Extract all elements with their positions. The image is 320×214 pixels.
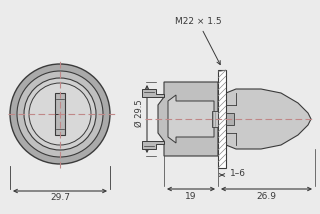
Bar bbox=[226, 113, 234, 125]
Circle shape bbox=[24, 78, 96, 150]
Circle shape bbox=[10, 64, 110, 164]
Text: 29.7: 29.7 bbox=[50, 193, 70, 202]
Circle shape bbox=[29, 83, 91, 145]
Polygon shape bbox=[168, 95, 214, 143]
Polygon shape bbox=[158, 82, 218, 156]
Bar bbox=[55, 93, 65, 135]
Text: Ø 29.5: Ø 29.5 bbox=[135, 99, 144, 127]
Bar bbox=[218, 70, 226, 168]
Text: 19: 19 bbox=[185, 192, 197, 201]
Text: M22 × 1.5: M22 × 1.5 bbox=[175, 17, 221, 65]
Circle shape bbox=[17, 71, 103, 157]
Polygon shape bbox=[142, 89, 164, 97]
Text: 1–6: 1–6 bbox=[230, 169, 246, 178]
Polygon shape bbox=[142, 141, 164, 149]
Bar bbox=[212, 111, 218, 127]
Polygon shape bbox=[226, 89, 311, 149]
Text: 26.9: 26.9 bbox=[257, 192, 276, 201]
